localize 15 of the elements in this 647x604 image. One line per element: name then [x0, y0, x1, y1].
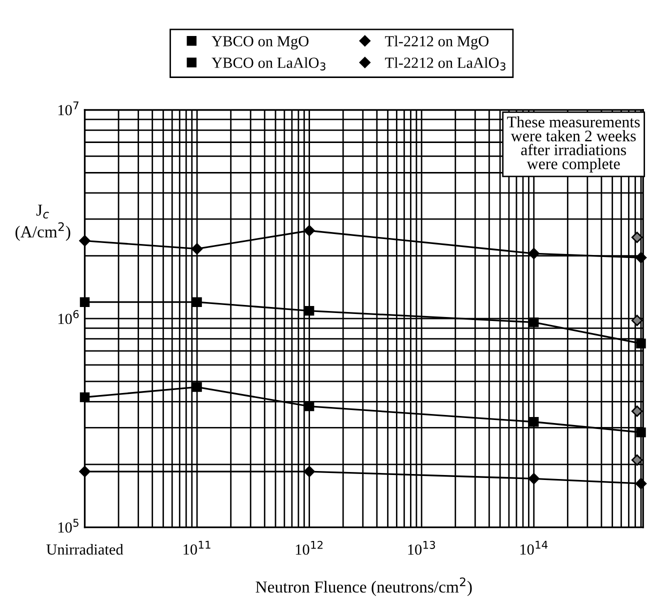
x-axis-title: Neutron Fluence (neutrons/cm$^{2}$) [256, 577, 472, 596]
legend-label: Tl-2212 on LaAlO$_{3}$ [385, 57, 506, 70]
legend-label: YBCO on LaAlO$_{3}$ [212, 57, 326, 70]
y-axis-title: J$_{c}$ (A/cm$^{2}$) [16, 204, 70, 241]
legend-label: Tl-2212 on MgO [385, 36, 489, 50]
legend-label: YBCO on MgO [212, 36, 309, 50]
y-tick-label: 10$^{5}$ [58, 518, 78, 533]
x-tick-label: 10$^{14}$ [520, 540, 548, 555]
annotation: These measurements were taken 2 weeks after irradiations were complete [507, 116, 640, 172]
x-tick-label: Unirradiated [46, 544, 124, 555]
y-tick-label: 10$^{7}$ [58, 102, 78, 116]
y-tick-label: 10$^{6}$ [58, 310, 79, 324]
x-tick-label: 10$^{13}$ [408, 540, 436, 555]
x-tick-label: 10$^{12}$ [296, 540, 323, 555]
x-tick-label: 10$^{11}$ [184, 540, 210, 555]
